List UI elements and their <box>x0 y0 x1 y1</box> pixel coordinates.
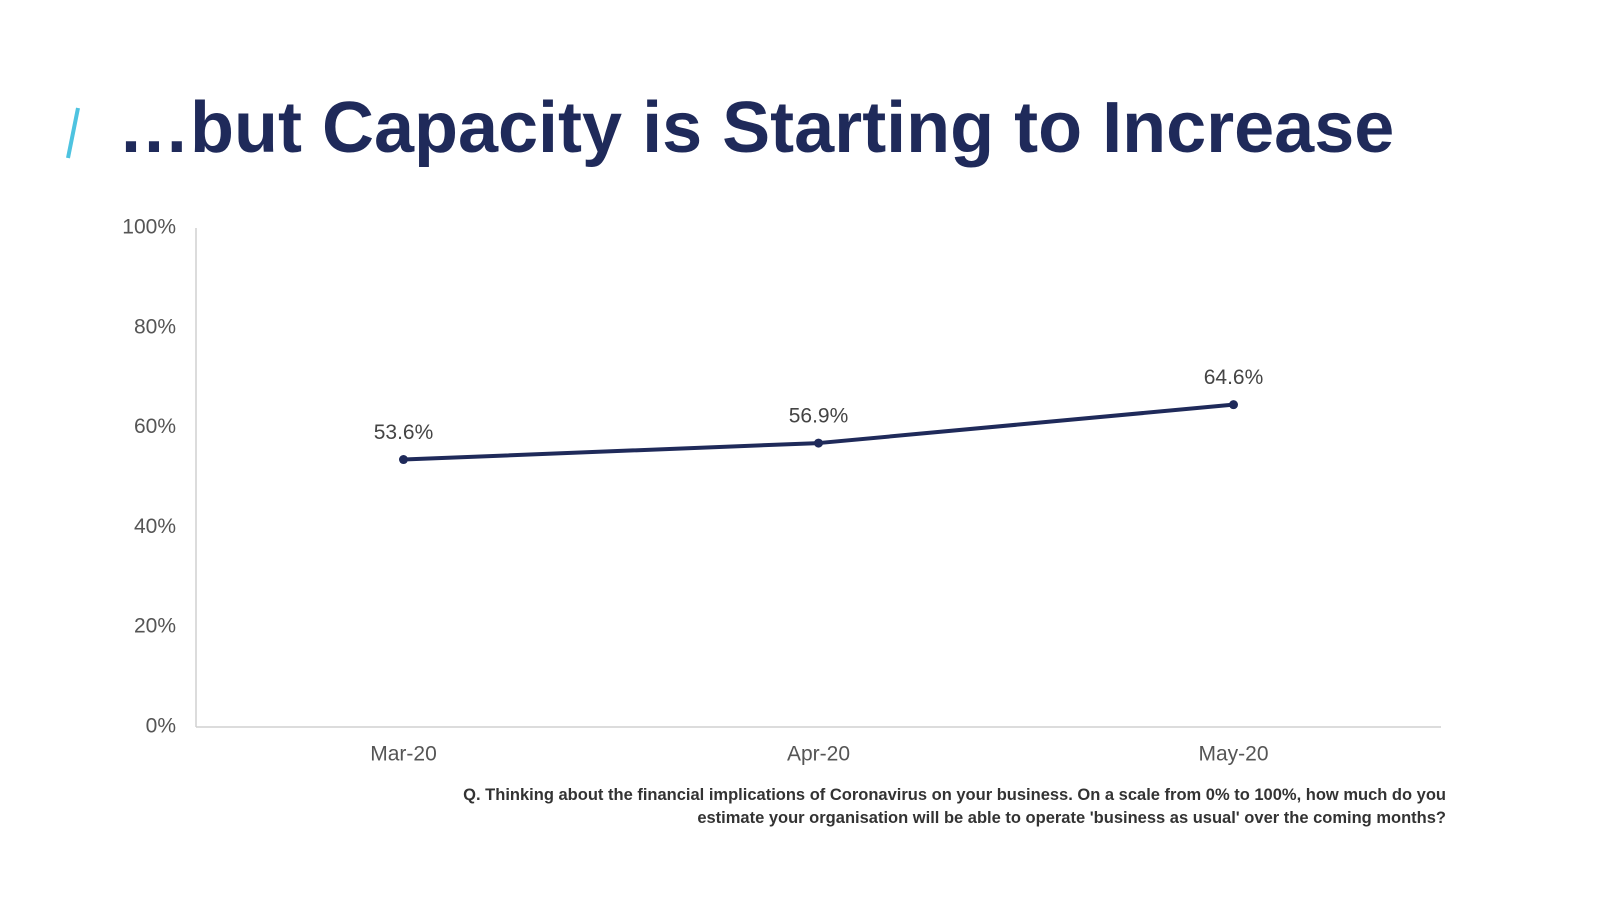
data-point <box>814 438 823 448</box>
data-label: 56.9% <box>789 405 849 428</box>
y-tick-label: 0% <box>146 715 176 738</box>
data-point <box>1229 400 1238 410</box>
title-accent <box>66 107 80 159</box>
y-tick-label: 60% <box>134 415 176 438</box>
x-tick-label: May-20 <box>1198 743 1268 766</box>
x-tick-label: Mar-20 <box>370 743 437 766</box>
data-point <box>399 455 408 465</box>
chart-title: …but Capacity is Starting to Increase <box>118 88 1394 168</box>
data-label: 64.6% <box>1204 366 1264 389</box>
y-tick-label: 40% <box>134 515 176 538</box>
data-label: 53.6% <box>374 421 434 444</box>
y-tick-label: 80% <box>134 315 176 338</box>
y-tick-label: 20% <box>134 615 176 638</box>
footnote: Q. Thinking about the financial implicat… <box>463 786 1446 827</box>
y-tick-label: 100% <box>122 216 176 239</box>
x-tick-label: Apr-20 <box>787 743 850 766</box>
